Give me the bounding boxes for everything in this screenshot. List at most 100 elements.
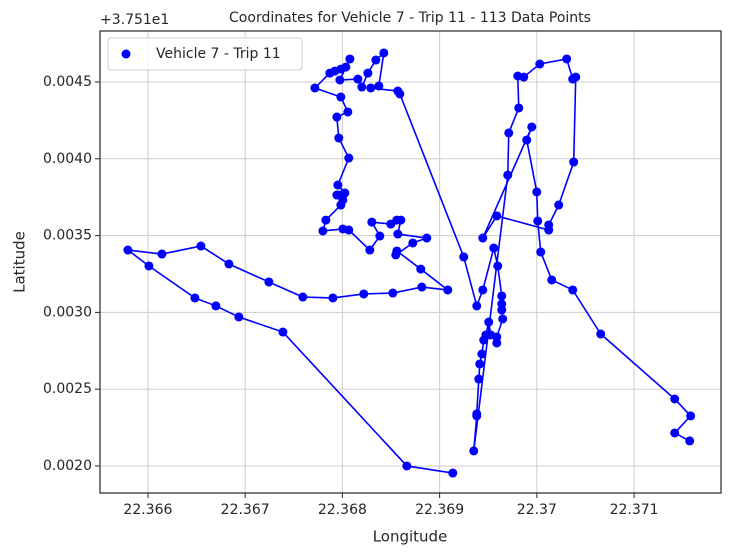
data-point xyxy=(478,285,488,295)
legend-box xyxy=(107,37,303,71)
data-point xyxy=(569,157,579,167)
data-point xyxy=(492,211,502,221)
data-point xyxy=(340,188,350,198)
data-point xyxy=(343,107,353,117)
data-point xyxy=(504,128,514,138)
x-tick-label: 22.37 xyxy=(517,502,557,518)
data-point xyxy=(144,261,154,271)
y-tick-label: 0.0025 xyxy=(43,381,92,397)
data-point xyxy=(298,292,308,302)
y-tick-label: 0.0020 xyxy=(43,458,92,474)
data-point xyxy=(336,92,346,102)
data-point xyxy=(375,231,385,241)
data-point xyxy=(335,75,345,85)
data-point xyxy=(123,245,133,255)
x-tick-label: 22.366 xyxy=(123,502,172,518)
x-tick-label: 22.368 xyxy=(318,502,367,518)
data-point xyxy=(391,250,401,260)
data-point xyxy=(321,215,331,225)
data-point xyxy=(379,48,389,58)
data-point xyxy=(475,359,485,369)
data-point xyxy=(514,103,524,113)
data-point xyxy=(408,238,418,248)
data-point xyxy=(492,338,502,348)
data-point xyxy=(547,275,557,285)
data-point xyxy=(489,243,499,253)
data-point xyxy=(393,229,403,239)
legend-label: Vehicle 7 - Trip 11 xyxy=(156,46,281,62)
data-point xyxy=(544,225,554,235)
data-point xyxy=(479,335,489,345)
data-point xyxy=(498,314,508,324)
x-axis-label: Longitude xyxy=(373,528,448,546)
data-point xyxy=(477,349,487,359)
data-point xyxy=(338,224,348,234)
data-point xyxy=(469,446,479,456)
data-point xyxy=(365,245,375,255)
data-point xyxy=(318,226,328,236)
x-tick-label: 22.369 xyxy=(415,502,464,518)
data-point xyxy=(568,285,578,295)
data-point xyxy=(527,122,537,132)
data-point xyxy=(157,249,167,259)
data-point xyxy=(395,89,405,99)
data-point xyxy=(484,317,494,327)
y-offset-label: +3.751e1 xyxy=(100,12,169,28)
data-point xyxy=(190,293,200,303)
data-point xyxy=(497,305,507,315)
data-point xyxy=(353,74,363,84)
data-point xyxy=(478,233,488,243)
data-point xyxy=(402,461,412,471)
data-point xyxy=(685,436,695,446)
data-point xyxy=(472,301,482,311)
data-point xyxy=(367,217,377,227)
plot-frame xyxy=(99,30,722,494)
data-point xyxy=(536,247,546,257)
x-tick-label: 22.367 xyxy=(221,502,270,518)
y-tick-label: 0.0035 xyxy=(43,228,92,244)
data-point xyxy=(374,81,384,91)
data-point xyxy=(535,59,545,69)
data-point xyxy=(532,187,542,197)
data-point xyxy=(333,180,343,190)
data-point xyxy=(571,72,581,82)
data-point xyxy=(522,135,532,145)
data-point xyxy=(310,83,320,93)
data-point xyxy=(417,282,427,292)
data-point xyxy=(503,170,513,180)
data-point xyxy=(366,83,376,93)
data-point xyxy=(363,68,373,78)
y-tick-label: 0.0030 xyxy=(43,304,92,320)
y-tick-label: 0.0045 xyxy=(43,74,92,90)
data-point xyxy=(388,288,398,298)
data-point xyxy=(264,277,274,287)
y-tick-label: 0.0040 xyxy=(43,151,92,167)
data-point xyxy=(224,259,234,269)
data-point xyxy=(341,62,351,72)
data-point xyxy=(328,293,338,303)
data-point xyxy=(371,55,381,65)
data-point xyxy=(533,216,543,226)
data-point xyxy=(562,54,572,64)
data-point xyxy=(493,261,503,271)
data-point xyxy=(670,394,680,404)
data-point xyxy=(422,233,432,243)
data-point xyxy=(554,200,564,210)
data-point xyxy=(211,301,221,311)
data-point xyxy=(334,133,344,143)
y-axis-label: Latitude xyxy=(11,231,29,293)
data-point xyxy=(278,327,288,337)
data-point xyxy=(345,54,355,64)
legend-marker xyxy=(121,49,131,59)
data-point xyxy=(344,153,354,163)
data-point xyxy=(448,468,458,478)
data-point xyxy=(459,252,469,262)
data-point xyxy=(332,112,342,122)
data-point xyxy=(357,82,367,92)
data-point xyxy=(686,411,696,421)
data-point xyxy=(472,411,482,421)
data-point xyxy=(234,312,244,322)
chart-title: Coordinates for Vehicle 7 - Trip 11 - 11… xyxy=(229,10,591,26)
data-point xyxy=(670,428,680,438)
